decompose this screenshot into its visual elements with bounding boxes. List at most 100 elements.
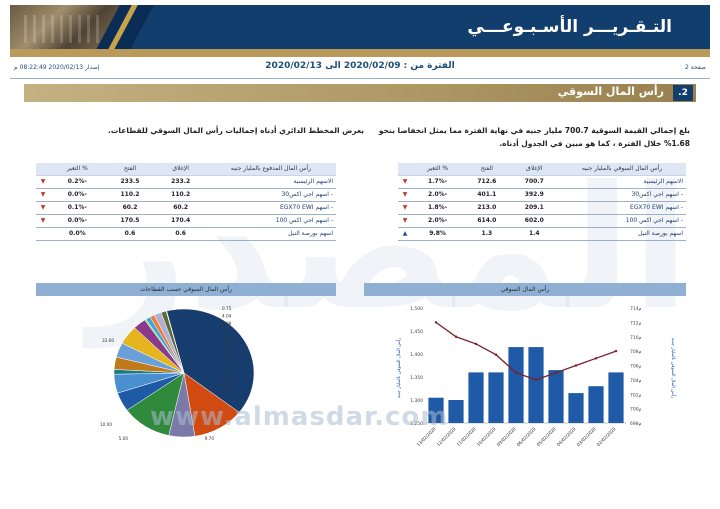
line-point <box>574 364 578 367</box>
x-tick-label: 03/02/2020 <box>576 426 598 448</box>
period-row: الفترة من : 2020/02/09 الى 2020/02/13 صف… <box>10 61 710 77</box>
change-percent: 0.0% <box>50 227 105 241</box>
row-name: الاسهم الرئيسية <box>558 175 686 189</box>
pie-slice <box>165 310 185 374</box>
pie-value-label: 4.08 <box>222 321 232 326</box>
col-header-arrow <box>398 163 412 176</box>
table-row: - اسهم اجي اكس30 392.9 401.1 -2.0% ▼ <box>398 188 686 202</box>
row-name: اسهم بورصة النيل <box>206 227 336 241</box>
table-row: - اسهم EGX70 EWI 209.1 213.0 -1.8% ▼ <box>398 201 686 215</box>
down-arrow-icon: ▼ <box>398 214 412 228</box>
change-percent: -1.8% <box>412 201 464 215</box>
pie-value-label: 0.12 <box>222 390 232 395</box>
line-point <box>434 321 438 324</box>
row-name: - اسهم اجي اكس30 <box>558 188 686 202</box>
y-tick-label-left: 1,350 <box>410 375 423 381</box>
section-number: .2 <box>673 85 693 101</box>
open-value: 712.6 <box>463 175 511 189</box>
pie-value-label: 5.00 <box>119 436 129 441</box>
line-point <box>614 349 618 353</box>
pie-value-label: 9.70 <box>205 436 215 441</box>
down-arrow-icon: ▼ <box>398 188 412 202</box>
line-point <box>514 371 518 374</box>
pie-value-label: 0.30 <box>222 359 232 364</box>
y-tick-label-right: 704م <box>630 378 642 384</box>
close-value: 602.0 <box>510 214 558 228</box>
col-header: % التغير <box>50 163 105 176</box>
close-value: 1.4 <box>510 227 558 241</box>
change-percent: -0.2% <box>50 175 105 189</box>
y-tick-label-right: 698م <box>630 421 642 427</box>
pie-value-label: 10.00 <box>100 422 112 427</box>
down-arrow-icon: ▼ <box>36 201 50 215</box>
bar <box>548 370 564 423</box>
col-header: رأس المال السوقي بالمليار جنيه <box>558 163 686 176</box>
bar <box>608 372 624 423</box>
y-tick-label-right: 712م <box>630 320 642 326</box>
open-value: 110.2 <box>104 188 156 202</box>
header-stripe: إصدار مركز معلومات البورصة المصرية <box>10 49 710 104</box>
section-title: رأس المال السوقي <box>557 85 664 98</box>
close-value: 110.2 <box>155 188 206 202</box>
pie-value-label: 3.51 <box>222 336 232 341</box>
pie-value-label: 0.75 <box>222 306 232 311</box>
y-tick-label-right: 714م <box>630 306 642 312</box>
pie-value-label: 2.37 <box>222 329 232 334</box>
x-tick-label: 02/02/2020 <box>596 426 618 448</box>
watermark-url: www.almasdar.com <box>150 402 449 432</box>
market-cap-chart-title: رأس المال السوقي <box>364 283 686 296</box>
sector-pie-chart: 33.00 10.00 5.00 9.70 0.75 4.04 4.08 2.37 3.51 3.… <box>100 306 255 441</box>
x-tick-label: 11/02/2020 <box>456 426 478 448</box>
row-name: - اسهم اجي اكس 100 <box>558 214 686 228</box>
y-tick-label-right: 708م <box>630 349 642 355</box>
x-tick-label: 06/02/2020 <box>516 426 538 448</box>
pie-value-label: 0.30 <box>222 382 232 387</box>
pie-value-label: 33.00 <box>102 338 114 343</box>
report-title: التـقـريـــر الأسـبـوعـــي <box>467 17 672 37</box>
close-value: 209.1 <box>510 201 558 215</box>
y-tick-label-right: 700م <box>630 407 642 413</box>
col-header: الفتح <box>463 163 511 176</box>
issue-datetime: إصدار 2020/02/13 08:22:49 م <box>14 64 100 71</box>
change-percent: -0.1% <box>50 201 105 215</box>
line-point <box>554 371 558 374</box>
pie-value-label: 3.12 <box>222 344 232 349</box>
x-tick-label: 04/02/2020 <box>556 426 578 448</box>
down-arrow-icon: ▼ <box>36 175 50 189</box>
paid-capital-table: رأس المال المدفوع بالمليار جنيه الإغلاق … <box>36 163 336 241</box>
col-header: الإغلاق <box>155 163 206 176</box>
x-tick-label: 09/02/2020 <box>496 426 518 448</box>
table-row: - اسهم EGX70 EWI 60.2 60.2 -0.1% ▼ <box>36 201 336 215</box>
col-header: رأس المال المدفوع بالمليار جنيه <box>206 163 336 176</box>
pie-value-label: 4.04 <box>222 314 232 319</box>
y-tick-label-left: 1,450 <box>410 329 423 335</box>
change-percent: -0.0% <box>50 188 105 202</box>
pie-value-label: 1.12 <box>222 367 232 372</box>
down-arrow-icon: ▼ <box>36 214 50 228</box>
line-point <box>534 378 538 382</box>
col-header: % التغير <box>412 163 464 176</box>
down-arrow-icon: ▼ <box>398 201 412 215</box>
market-cap-table: رأس المال السوقي بالمليار جنيه الإغلاق ا… <box>398 163 686 241</box>
bar <box>428 397 444 423</box>
table-row: - اسهم اجي اكس 100 170.4 170.5 -0.0% ▼ <box>36 214 336 228</box>
y-tick-label-right: 710م <box>630 335 642 341</box>
change-percent: -2.0% <box>412 188 464 202</box>
change-percent: 9.8% <box>412 227 464 241</box>
close-value: 700.7 <box>510 175 558 189</box>
row-name: - اسهم EGX70 EWI <box>206 201 336 215</box>
open-value: 60.2 <box>104 201 156 215</box>
col-header: الفتح <box>104 163 156 176</box>
open-value: 213.0 <box>463 201 511 215</box>
open-value: 170.5 <box>104 214 156 228</box>
line-point <box>494 353 498 356</box>
table-header-row: رأس المال المدفوع بالمليار جنيه الإغلاق … <box>36 163 336 176</box>
table-row: الاسهم الرئيسية 700.7 712.6 -1.7% ▼ <box>398 175 686 189</box>
close-value: 170.4 <box>155 214 206 228</box>
col-header: الإغلاق <box>510 163 558 176</box>
row-name: - اسهم اجي اكس 100 <box>206 214 336 228</box>
table-row: اسهم بورصة النيل 0.6 0.6 0.0% <box>36 227 336 241</box>
y-tick-label-left: 1,300 <box>410 398 423 404</box>
col-header-arrow <box>36 163 50 176</box>
bar <box>508 347 524 423</box>
